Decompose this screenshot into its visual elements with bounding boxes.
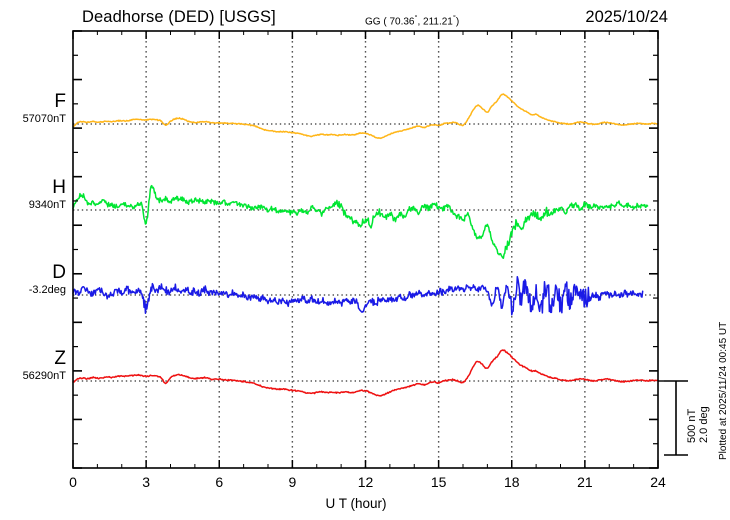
x-tick-label-0: 0 (69, 474, 77, 490)
series-label-f: F 57070nT (23, 92, 66, 126)
series-label-h: H 9340nT (29, 178, 66, 212)
trace-z (72, 349, 659, 397)
x-tick-label-12: 12 (357, 474, 374, 490)
scale-bar-deg-label: 2.0 deg (698, 406, 710, 443)
traces-group (72, 93, 659, 397)
scale-bar-nt-label: 500 nT (686, 408, 698, 443)
axis-frame-group (72, 30, 659, 469)
trace-f (72, 93, 659, 140)
x-tick-label-18: 18 (503, 474, 520, 490)
x-tick-label-3: 3 (142, 474, 151, 490)
series-baseline-z: 56290nT (22, 370, 66, 382)
trace-h (72, 184, 649, 259)
x-tick-label-9: 9 (288, 474, 297, 490)
series-baseline-d: -3.2deg (28, 284, 66, 296)
series-symbol-f: F (54, 91, 66, 112)
x-tick-label-24: 24 (650, 474, 666, 490)
geographic-coordinates: GG ( 70.36°, 211.21°) (365, 13, 459, 27)
baselines-group (73, 123, 658, 382)
series-symbol-d: D (52, 262, 66, 283)
geo-lat-prefix: GG ( 70.36 (365, 16, 415, 28)
plotted-timestamp: Plotted at 2025/11/24 00:45 UT (718, 321, 729, 460)
observation-date: 2025/10/24 (585, 8, 668, 26)
x-axis-label: U T (hour) (325, 496, 387, 511)
x-tick-label-6: 6 (215, 474, 224, 490)
series-label-d: D -3.2deg (29, 263, 66, 297)
scale-bar-group (658, 380, 688, 456)
series-baseline-h: 9340nT (28, 199, 66, 211)
page-title: Deadhorse (DED) [USGS] (82, 8, 276, 26)
x-tick-label-21: 21 (577, 474, 593, 490)
grid-lines-group (145, 31, 586, 468)
series-label-z: Z 56290nT (23, 349, 66, 383)
series-symbol-h: H (52, 177, 66, 198)
series-symbol-z: Z (54, 348, 66, 369)
x-tick-label-15: 15 (430, 474, 447, 490)
geo-suffix: ) (455, 16, 460, 28)
trace-d (72, 275, 644, 316)
geo-lon: , 211.21 (417, 16, 453, 28)
degree-sign-lat: ° (414, 13, 418, 22)
series-baseline-f: 57070nT (22, 113, 66, 125)
degree-sign-lon: ° (452, 13, 456, 22)
chart-header: Deadhorse (DED) [USGS] GG ( 70.36°, 211.… (0, 8, 730, 32)
